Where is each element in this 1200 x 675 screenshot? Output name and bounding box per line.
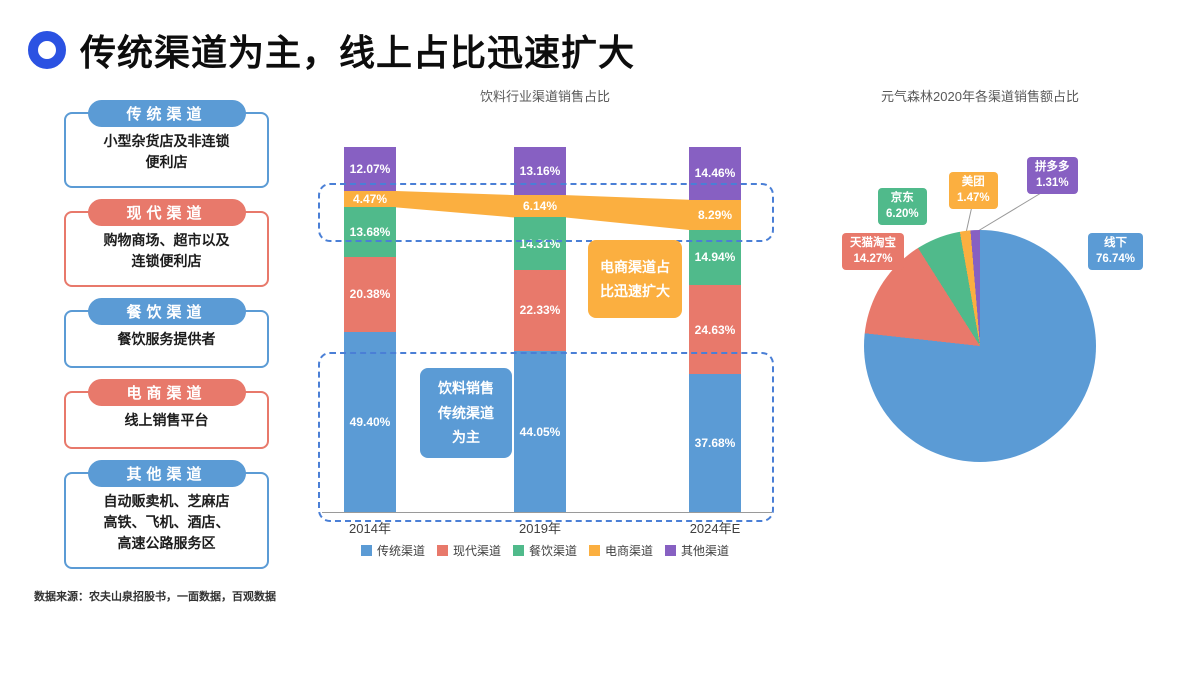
bar-segment: 37.68%: [689, 374, 741, 512]
channel-card-desc: 线上销售平台: [124, 412, 209, 428]
channel-card-desc: 自动贩卖机、芝麻店 高铁、飞机、酒店、 高速公路服务区: [103, 493, 230, 551]
bar-segment: 14.94%: [689, 230, 741, 285]
traditional-highlight-box: [318, 352, 774, 522]
channel-card-pill: 传统渠道: [87, 100, 246, 127]
legend-swatch: [360, 545, 372, 556]
bar-value-label: 6.14%: [522, 199, 558, 214]
pie-chart: 元气森林2020年各渠道销售额占比 线下 76.74% 天猫淘宝 14.27% 京东 6.…: [830, 86, 1180, 506]
source-note: 数据来源：农夫山泉招股书，一面数据，百观数据: [34, 591, 276, 603]
traditional-callout: 饮料销售 传统渠道 为主: [420, 368, 512, 458]
bar-segment: 49.40%: [344, 331, 396, 512]
pie-label-box: 京东 6.20%: [878, 188, 927, 226]
legend-item: 现代渠道: [436, 542, 501, 559]
bar-value-label: 8.29%: [697, 207, 733, 222]
pie-label-value: 14.27%: [853, 252, 893, 265]
legend-label: 传统渠道: [376, 544, 425, 558]
bar-category-label: 2019年: [519, 521, 561, 536]
legend-item: 餐饮渠道: [512, 542, 577, 559]
bar-value-label: 14.46%: [694, 166, 736, 181]
bar-value-label: 49.40%: [349, 414, 391, 429]
pie-label-box: 天猫淘宝 14.27%: [842, 233, 904, 271]
legend-label: 现代渠道: [452, 544, 501, 558]
bar-value-label: 24.63%: [694, 322, 736, 337]
bar-segment: 44.05%: [514, 351, 566, 512]
bar-value-label: 13.16%: [519, 164, 561, 179]
pie-label-name: 京东: [890, 192, 914, 204]
bar-segment: 13.68%: [344, 207, 396, 258]
pie-label-box: 线下 76.74%: [1088, 233, 1144, 271]
legend-label: 餐饮渠道: [528, 544, 577, 558]
legend-label: 其他渠道: [681, 544, 730, 558]
bar-segment: 4.47%: [344, 191, 396, 208]
page-title: 传统渠道为主，线上占比迅速扩大: [80, 32, 636, 73]
bar-category-label: 2024年E: [689, 521, 741, 536]
pie-label-box: 美团 1.47%: [949, 172, 998, 210]
channel-card: 现代渠道购物商场、超市以及 连锁便利店: [64, 199, 269, 287]
ring-icon: [28, 31, 66, 69]
channel-card-desc: 餐饮服务提供者: [117, 331, 216, 347]
bar-segment: 8.29%: [689, 199, 741, 231]
pie-label-value: 76.74%: [1096, 252, 1136, 265]
legend-swatch: [512, 545, 524, 556]
channel-card: 电商渠道线上销售平台: [64, 379, 269, 449]
ecommerce-callout: 电商渠道占 比迅速扩大: [588, 240, 682, 318]
channel-card-pill: 其他渠道: [87, 460, 246, 487]
legend-label: 电商渠道: [605, 544, 654, 558]
legend-swatch: [436, 545, 448, 556]
bar-value-label: 22.33%: [519, 303, 561, 318]
bar-value-label: 14.94%: [694, 250, 736, 265]
bar-value-label: 12.07%: [349, 162, 391, 177]
stacked-bar-chart: 饮料行业渠道销售占比 饮料销售 传统渠道 为主 电商渠道占 比迅速扩大 传统渠道…: [310, 86, 780, 586]
bar-category-label: 2014年: [349, 521, 391, 536]
channel-card-pill: 现代渠道: [87, 199, 246, 226]
bar-value-label: 37.68%: [694, 436, 736, 451]
x-axis-line: [322, 512, 772, 513]
ecommerce-highlight-box: [318, 183, 774, 242]
legend-swatch: [589, 545, 600, 556]
legend-item: 电商渠道: [589, 542, 653, 559]
bar-value-label: 20.38%: [349, 287, 391, 302]
pie-label-value: 1.31%: [1035, 176, 1069, 189]
channel-card-desc: 小型杂货店及非连锁 便利店: [103, 133, 230, 170]
channel-card-pill: 电商渠道: [87, 379, 246, 406]
bar-value-label: 4.47%: [352, 192, 388, 207]
bar-legend: 传统渠道 现代渠道 餐饮渠道 电商渠道 其他渠道: [310, 542, 780, 559]
bar-segment: 14.46%: [689, 147, 741, 200]
pie-chart-title: 元气森林2020年各渠道销售额占比: [881, 89, 1079, 104]
bar-segment: 20.38%: [344, 257, 396, 332]
bar-chart-title: 饮料行业渠道销售占比: [479, 89, 610, 104]
channel-card-pill: 餐饮渠道: [87, 298, 246, 325]
legend-swatch: [665, 545, 677, 556]
pie-label-name: 美团: [961, 176, 985, 188]
pie-leader-lines: [965, 189, 1047, 234]
channel-card: 传统渠道小型杂货店及非连锁 便利店: [64, 100, 269, 188]
channel-card: 其他渠道自动贩卖机、芝麻店 高铁、飞机、酒店、 高速公路服务区: [64, 460, 269, 569]
pie-label-name: 拼多多: [1035, 161, 1070, 173]
bar-value-label: 44.05%: [519, 424, 561, 439]
bar-segment: 6.14%: [514, 195, 566, 218]
bar-segment: 24.63%: [689, 284, 741, 375]
legend-item: 其他渠道: [665, 542, 729, 559]
pie-label-value: 1.47%: [957, 191, 990, 204]
pie-label-value: 6.20%: [886, 207, 919, 220]
slide-header: 传统渠道为主，线上占比迅速扩大: [28, 24, 635, 76]
pie-label-name: 线下: [1104, 237, 1127, 249]
pie-label-box: 拼多多 1.31%: [1027, 157, 1078, 195]
bar-segment: 13.16%: [514, 147, 566, 196]
legend-item: 传统渠道: [360, 542, 425, 559]
channel-cards: 传统渠道小型杂货店及非连锁 便利店现代渠道购物商场、超市以及 连锁便利店餐饮渠道…: [64, 100, 269, 592]
pie-label-name: 天猫淘宝: [850, 237, 896, 249]
bar-value-label: 13.68%: [349, 225, 391, 240]
channel-card-desc: 购物商场、超市以及 连锁便利店: [103, 232, 230, 269]
channel-card: 餐饮渠道餐饮服务提供者: [64, 298, 269, 368]
bar-segment: 22.33%: [514, 269, 566, 352]
